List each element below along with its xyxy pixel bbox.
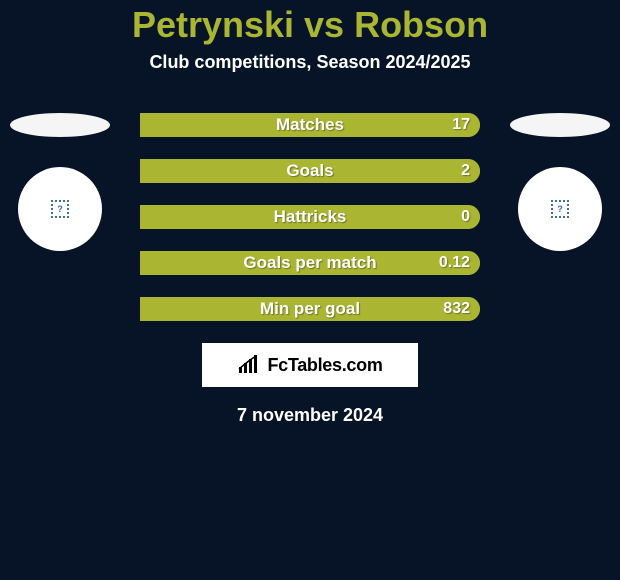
flag-ellipse-right: [510, 113, 610, 137]
player-left-panel: ?: [10, 113, 110, 251]
stat-value-right: 0: [461, 208, 470, 226]
stat-value-right: 832: [443, 300, 470, 318]
stat-value-right: 0.12: [439, 254, 470, 272]
flag-ellipse-left: [10, 113, 110, 137]
stat-bars: Matches 17 Goals 2 Hattricks 0 Goals per match…: [140, 113, 480, 321]
team-badge-right: ?: [551, 200, 569, 218]
footer-logo-text: FcTables.com: [267, 355, 382, 376]
footer-date: 7 november 2024: [0, 405, 620, 426]
stat-label: Hattricks: [274, 207, 347, 227]
page-root: Petrynski vs Robson Club competitions, S…: [0, 0, 620, 580]
stat-label: Min per goal: [260, 299, 360, 319]
chart-icon: [237, 355, 263, 375]
page-title: Petrynski vs Robson: [0, 0, 620, 46]
stat-label: Matches: [276, 115, 344, 135]
stat-row: Hattricks 0: [140, 205, 480, 229]
stat-label: Goals per match: [243, 253, 376, 273]
stat-label: Goals: [286, 161, 333, 181]
stat-row: Matches 17: [140, 113, 480, 137]
page-subtitle: Club competitions, Season 2024/2025: [0, 52, 620, 73]
content-region: ? ? Matches 17 Goals 2 Hattricks 0 Goals per m…: [0, 113, 620, 426]
player-right-panel: ?: [510, 113, 610, 251]
team-circle-right: ?: [518, 167, 602, 251]
stat-value-right: 2: [461, 162, 470, 180]
team-badge-left: ?: [51, 200, 69, 218]
stat-value-right: 17: [452, 116, 470, 134]
stat-row: Goals per match 0.12: [140, 251, 480, 275]
stat-row: Min per goal 832: [140, 297, 480, 321]
footer-logo: FcTables.com: [202, 343, 418, 387]
stat-row: Goals 2: [140, 159, 480, 183]
team-circle-left: ?: [18, 167, 102, 251]
